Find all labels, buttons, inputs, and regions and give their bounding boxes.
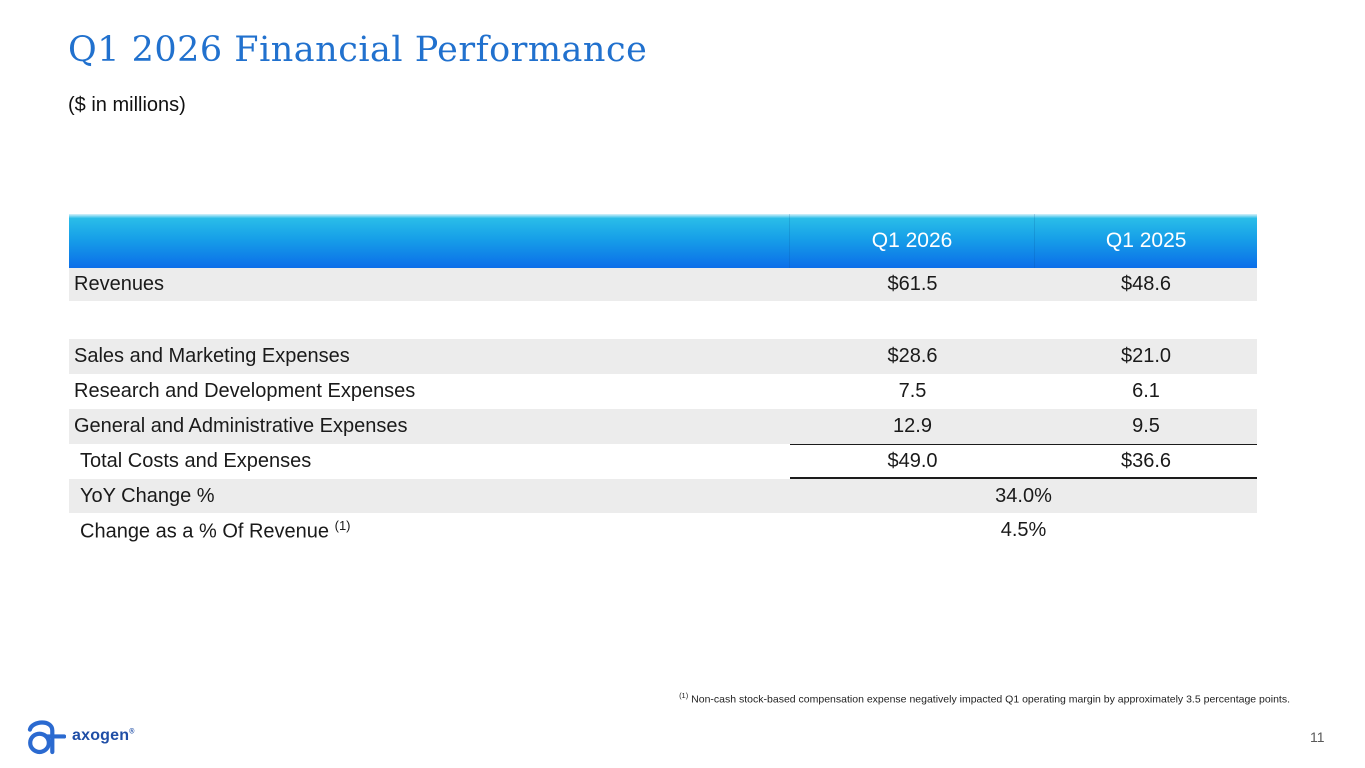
axogen-logo: axogen® <box>24 716 135 756</box>
row-value-q1-2025: $21.0 <box>1120 345 1172 367</box>
registered-trademark-symbol: ® <box>129 728 135 736</box>
row-label-text: Change as a % Of Revenue <box>80 520 335 543</box>
table-row-research-development: Research and Development Expenses 7.5 6.… <box>69 374 1257 409</box>
row-value-merged: 34.0% <box>995 484 1052 507</box>
row-label: Total Costs and Expenses <box>80 450 312 472</box>
row-label: General and Administrative Expenses <box>74 415 408 437</box>
row-label: Sales and Marketing Expenses <box>74 345 350 367</box>
table-spacer-row <box>69 301 1257 339</box>
row-value-q1-2025: 6.1 <box>1132 380 1160 402</box>
table-row-general-administrative: General and Administrative Expenses 12.9… <box>69 409 1257 444</box>
footnote-marker: (1) <box>679 691 689 700</box>
row-value-q1-2025: $48.6 <box>1120 273 1172 295</box>
page-number: 11 <box>1310 729 1325 745</box>
table-row-total-costs: Total Costs and Expenses $49.0 $36.6 <box>69 444 1257 479</box>
row-label: Research and Development Expenses <box>74 380 416 402</box>
row-label: YoY Change % <box>80 484 215 507</box>
row-value-q1-2026: 12.9 <box>893 415 932 437</box>
table-header-q1-2026: Q1 2026 <box>788 214 1035 268</box>
footnote: (1) Non-cash stock-based compensation ex… <box>530 691 1290 706</box>
table-row-sales-marketing: Sales and Marketing Expenses $28.6 $21.0 <box>69 339 1257 374</box>
table-header-label-spacer <box>69 214 789 268</box>
row-value-q1-2025: 9.5 <box>1132 415 1160 437</box>
footnote-ref-superscript: (1) <box>334 517 351 533</box>
axogen-logo-icon <box>24 716 66 756</box>
page-title: Q1 2026 Financial Performance <box>68 30 648 70</box>
table-header-q1-2025: Q1 2025 <box>1034 214 1257 268</box>
units-subtitle: ($ in millions) <box>68 94 186 116</box>
row-value-q1-2026: $49.0 <box>887 449 938 472</box>
table-header-row: Q1 2026 Q1 2025 <box>69 214 1257 268</box>
row-label: Revenues <box>74 273 165 295</box>
table-row-yoy-change: YoY Change % 34.0% <box>69 479 1257 513</box>
table-row-revenues: Revenues $61.5 $48.6 <box>69 268 1257 301</box>
total-values-bordered: $49.0 $36.6 <box>790 444 1257 479</box>
table-row-change-pct-revenue: Change as a % Of Revenue (1) 4.5% <box>69 513 1257 548</box>
footnote-text: Non-cash stock-based compensation expens… <box>688 693 1290 706</box>
row-value-q1-2026: 7.5 <box>898 380 927 402</box>
row-value-q1-2025: $36.6 <box>1120 449 1172 472</box>
row-value-merged: 4.5% <box>1000 519 1047 541</box>
axogen-wordmark-text: axogen <box>72 727 130 744</box>
row-label: Change as a % Of Revenue (1) <box>69 518 790 544</box>
axogen-wordmark: axogen® <box>72 727 135 745</box>
row-value-q1-2026: $28.6 <box>887 345 938 367</box>
financial-table: Q1 2026 Q1 2025 Revenues $61.5 $48.6 Sal… <box>69 214 1257 548</box>
row-value-q1-2026: $61.5 <box>887 273 938 295</box>
